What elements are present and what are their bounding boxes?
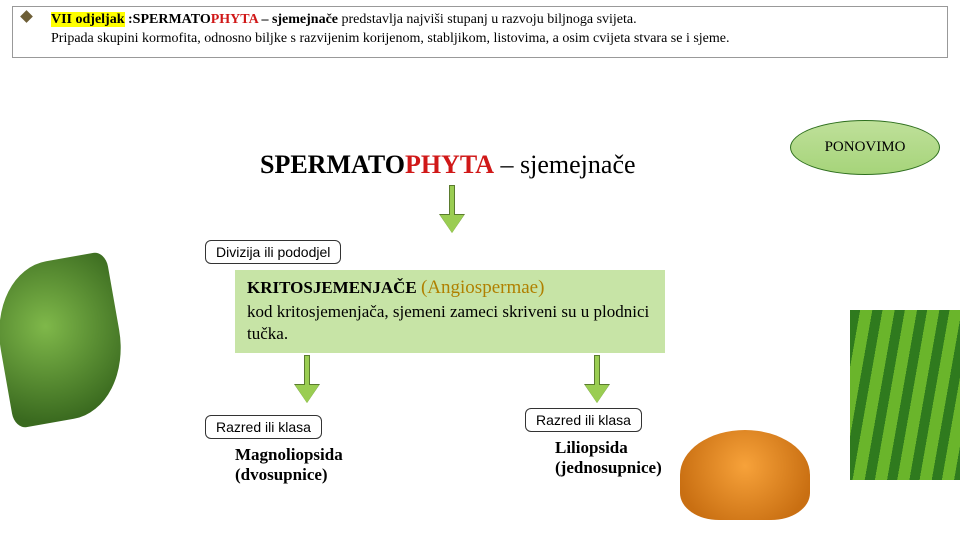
class-left-label: Razred ili klasa	[216, 419, 311, 435]
class-right-name2: (jednosupnice)	[555, 458, 662, 477]
header-line2: Pripada skupini kormofita, odnosno biljk…	[33, 30, 939, 49]
division-pill: Divizija ili pododjel	[205, 240, 341, 264]
header-line1: VII odjeljak :SPERMATOPHYTA – sjemejnače…	[33, 11, 939, 30]
class-right-pill: Razred ili klasa	[525, 408, 642, 432]
division-label: Divizija ili pododjel	[216, 244, 330, 260]
class-left-name1: Magnoliopsida	[235, 445, 343, 464]
arrow-down-icon	[295, 355, 319, 405]
class-right-label: Razred ili klasa	[536, 412, 631, 428]
angio-t2: (Angiospermae)	[421, 277, 544, 298]
line1-rest: predstavlja najviši stupanj u razvoju bi…	[342, 12, 637, 27]
angiosperm-title: KRITOSJEMENJAČE (Angiospermae)	[247, 276, 653, 301]
title-p2: PHYTA	[405, 150, 494, 179]
leaf-photo-placeholder	[0, 251, 133, 429]
title-p1: SPERMATO	[260, 150, 405, 179]
class-left-name2: (dvosupnice)	[235, 465, 328, 484]
section-label: VII odjeljak	[51, 12, 125, 27]
class-left-pill: Razred ili klasa	[205, 415, 322, 439]
class-right-name1: Liliopsida	[555, 438, 628, 457]
arrow-down-icon	[585, 355, 609, 405]
ponovimo-label: PONOVIMO	[825, 139, 906, 156]
angio-t1: KRITOSJEMENJAČE	[247, 278, 421, 297]
spec-prefix: :SPERMATO	[125, 12, 211, 27]
angiosperm-desc: kod kritosjemenjača, sjemeni zameci skri…	[247, 301, 653, 345]
class-left-name: Magnoliopsida (dvosupnice)	[235, 445, 343, 485]
angiosperm-box: KRITOSJEMENJAČE (Angiospermae) kod krito…	[235, 270, 665, 353]
class-right-name: Liliopsida (jednosupnice)	[555, 438, 662, 478]
main-title: SPERMATOPHYTA – sjemejnače	[260, 150, 636, 180]
corn-photo-placeholder	[850, 310, 960, 480]
spec-red: PHYTA	[211, 12, 258, 27]
spec-name: – sjemejnače	[258, 12, 342, 27]
ponovimo-oval: PONOVIMO	[790, 120, 940, 175]
title-p3: – sjemejnače	[494, 150, 636, 179]
header-box: VII odjeljak :SPERMATOPHYTA – sjemejnače…	[12, 6, 948, 58]
flower-photo-placeholder	[680, 430, 810, 520]
arrow-down-icon	[440, 185, 464, 235]
